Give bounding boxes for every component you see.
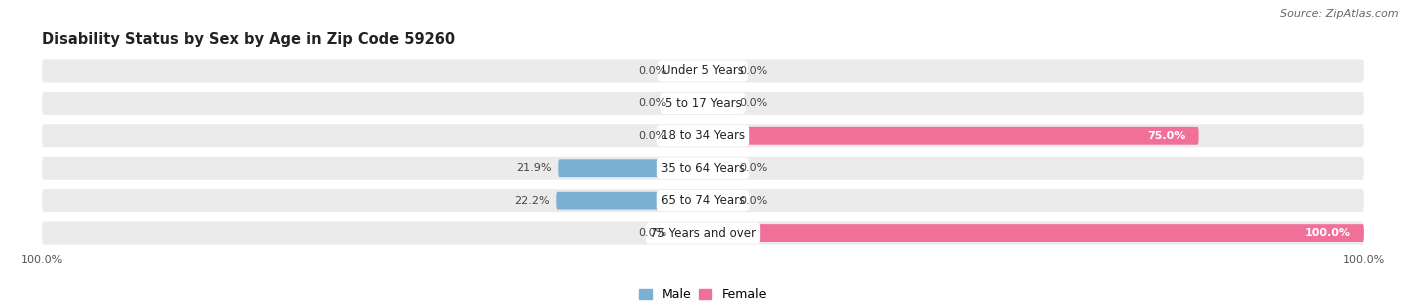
FancyBboxPatch shape xyxy=(42,222,1364,245)
Text: 0.0%: 0.0% xyxy=(740,66,768,76)
FancyBboxPatch shape xyxy=(703,127,1198,145)
Text: 0.0%: 0.0% xyxy=(740,163,768,173)
FancyBboxPatch shape xyxy=(703,224,1364,242)
FancyBboxPatch shape xyxy=(703,95,733,112)
Text: 0.0%: 0.0% xyxy=(638,98,666,108)
FancyBboxPatch shape xyxy=(673,95,703,112)
Text: 0.0%: 0.0% xyxy=(740,98,768,108)
Text: 75.0%: 75.0% xyxy=(1147,131,1185,141)
Text: 100.0%: 100.0% xyxy=(1305,228,1351,238)
Text: Under 5 Years: Under 5 Years xyxy=(662,64,744,78)
Text: Disability Status by Sex by Age in Zip Code 59260: Disability Status by Sex by Age in Zip C… xyxy=(42,32,456,47)
FancyBboxPatch shape xyxy=(703,159,733,177)
Text: 0.0%: 0.0% xyxy=(638,228,666,238)
Text: 18 to 34 Years: 18 to 34 Years xyxy=(661,129,745,142)
FancyBboxPatch shape xyxy=(42,157,1364,180)
Text: 0.0%: 0.0% xyxy=(638,66,666,76)
FancyBboxPatch shape xyxy=(557,192,703,209)
FancyBboxPatch shape xyxy=(42,124,1364,147)
FancyBboxPatch shape xyxy=(673,62,703,80)
FancyBboxPatch shape xyxy=(703,62,733,80)
Text: 21.9%: 21.9% xyxy=(516,163,551,173)
Text: 22.2%: 22.2% xyxy=(515,196,550,206)
FancyBboxPatch shape xyxy=(673,127,703,145)
FancyBboxPatch shape xyxy=(42,59,1364,82)
FancyBboxPatch shape xyxy=(558,159,703,177)
FancyBboxPatch shape xyxy=(673,224,703,242)
Text: 75 Years and over: 75 Years and over xyxy=(650,226,756,240)
Text: 0.0%: 0.0% xyxy=(740,196,768,206)
FancyBboxPatch shape xyxy=(42,92,1364,115)
Text: 35 to 64 Years: 35 to 64 Years xyxy=(661,162,745,175)
Text: 65 to 74 Years: 65 to 74 Years xyxy=(661,194,745,207)
FancyBboxPatch shape xyxy=(42,189,1364,212)
Text: 0.0%: 0.0% xyxy=(638,131,666,141)
FancyBboxPatch shape xyxy=(703,192,733,209)
Text: Source: ZipAtlas.com: Source: ZipAtlas.com xyxy=(1281,9,1399,19)
Legend: Male, Female: Male, Female xyxy=(640,288,766,301)
Text: 5 to 17 Years: 5 to 17 Years xyxy=(665,97,741,110)
